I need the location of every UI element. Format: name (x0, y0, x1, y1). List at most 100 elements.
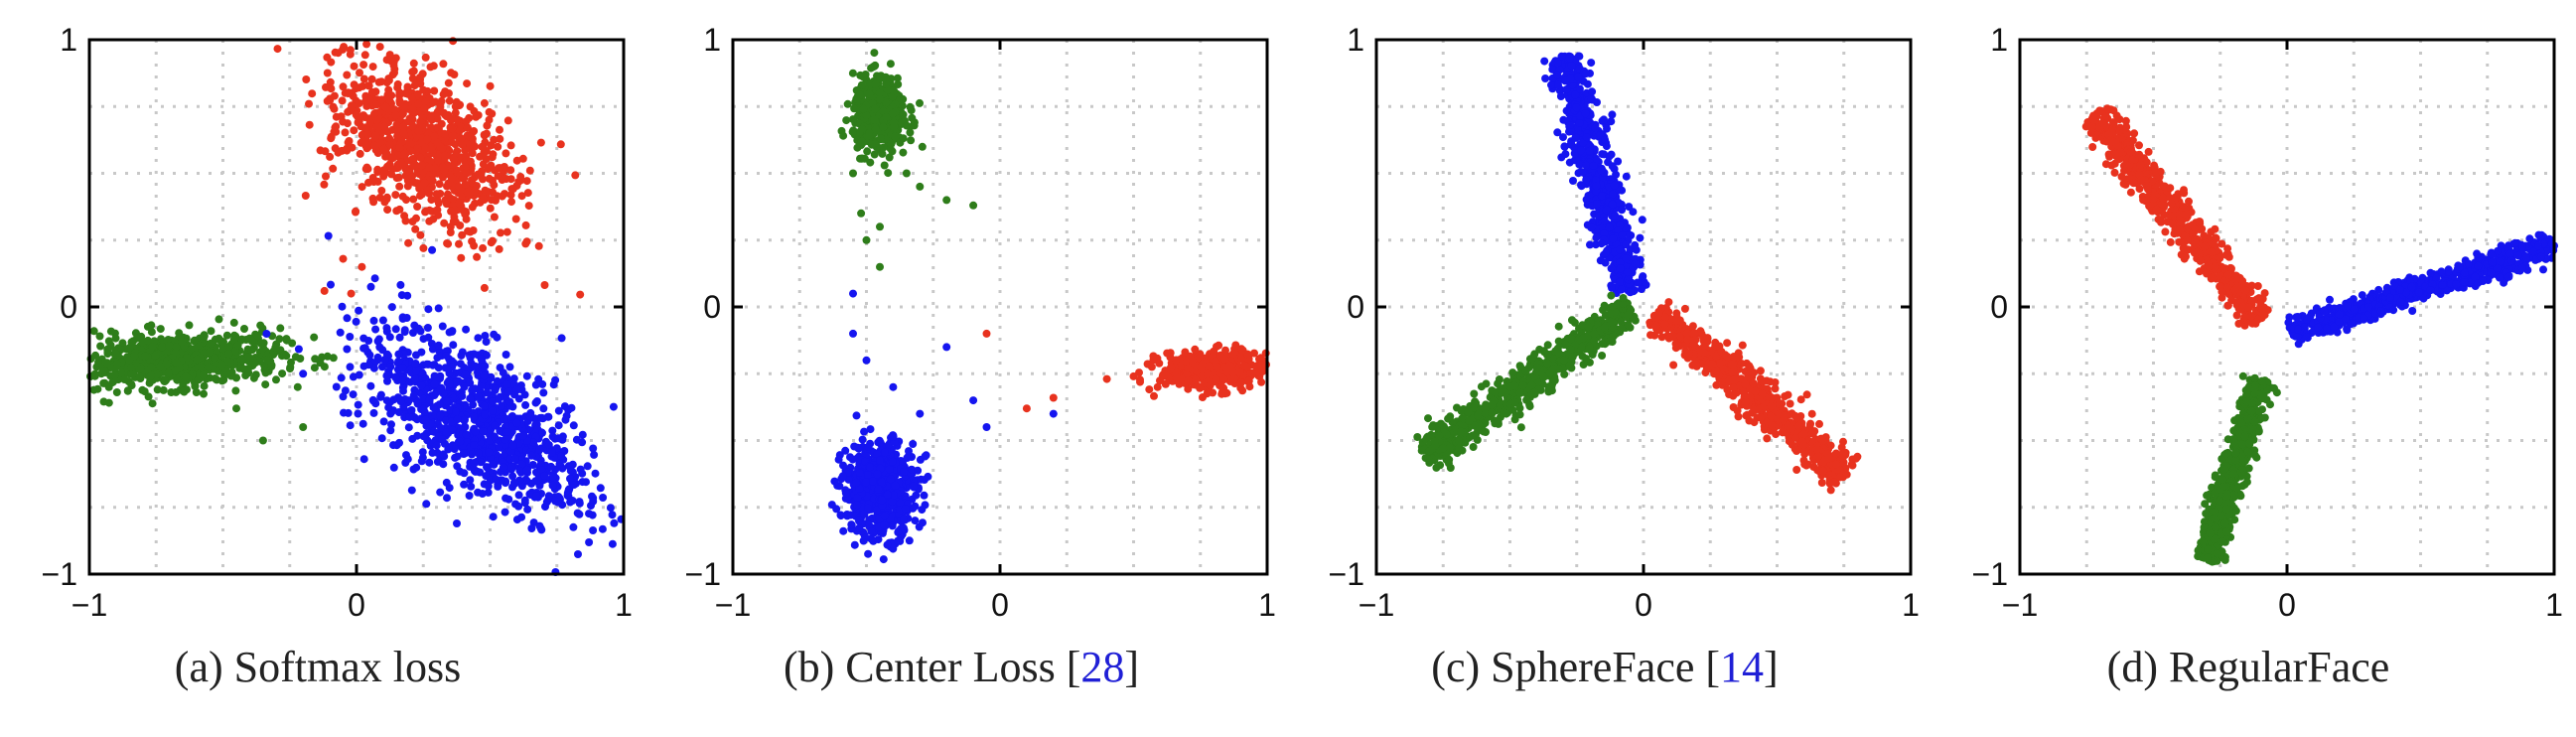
data-point-green (112, 388, 121, 396)
data-point-green (299, 423, 308, 431)
data-point-red (404, 238, 413, 247)
data-point-red (427, 123, 435, 132)
data-point-blue (469, 384, 478, 393)
data-point-red (435, 180, 444, 189)
data-point-red (323, 69, 332, 77)
data-point-blue (370, 274, 379, 283)
y-tick-label: 0 (703, 289, 721, 325)
data-point-red (487, 196, 496, 205)
data-point-red (462, 168, 471, 177)
data-point-green (893, 74, 902, 82)
data-point-green (876, 222, 884, 231)
data-point-blue (589, 444, 598, 453)
data-point-green (247, 346, 256, 355)
data-point-green (161, 376, 169, 385)
data-point-blue (1588, 87, 1597, 96)
data-point-blue (483, 388, 492, 397)
data-point-green (271, 343, 280, 352)
data-point-green (263, 356, 272, 365)
data-point-green (876, 95, 884, 104)
data-point-blue (861, 533, 870, 542)
data-point-red (525, 166, 534, 175)
data-point-green (906, 128, 915, 137)
data-point-blue (838, 472, 847, 481)
data-point-blue (389, 441, 397, 450)
data-point-red (523, 189, 532, 198)
data-point-blue (471, 362, 480, 370)
data-point-green (848, 127, 857, 136)
data-point-red (1182, 358, 1191, 366)
data-point-blue (862, 356, 871, 365)
data-point-blue (522, 371, 531, 380)
data-point-blue (491, 432, 499, 441)
data-point-green (235, 364, 244, 372)
data-point-green (156, 325, 165, 334)
data-point-blue (493, 333, 501, 342)
data-point-red (368, 63, 377, 72)
data-point-blue (599, 494, 608, 502)
data-point-red (485, 174, 494, 183)
data-point-blue (911, 516, 920, 525)
data-point-green (222, 331, 231, 340)
data-point-blue (448, 426, 457, 435)
data-point-green (849, 169, 857, 178)
data-point-green (224, 350, 233, 358)
data-point-blue (442, 397, 451, 405)
x-tick-label: 1 (1258, 587, 1276, 623)
data-point-blue (583, 462, 592, 471)
data-point-red (463, 123, 472, 132)
data-point-green (876, 134, 885, 143)
data-point-red (456, 100, 465, 109)
data-point-blue (394, 357, 403, 366)
data-point-blue (386, 426, 395, 435)
data-point-red (1049, 393, 1058, 402)
data-point-blue (1636, 233, 1645, 242)
data-point-red (420, 103, 429, 112)
data-point-blue (538, 379, 547, 388)
data-point-blue (523, 505, 532, 514)
data-point-red (458, 230, 467, 239)
citation-link[interactable]: 28 (1080, 643, 1125, 691)
data-point-green (888, 109, 897, 118)
data-point-blue (373, 337, 382, 346)
data-point-green (143, 322, 152, 331)
data-point-red (521, 239, 530, 248)
data-point-green (862, 111, 871, 119)
data-point-red (436, 102, 445, 111)
data-point-green (151, 351, 160, 360)
data-point-blue (469, 400, 478, 409)
data-point-red (1247, 369, 1256, 378)
data-point-blue (435, 400, 444, 409)
scatter-points (86, 37, 626, 576)
data-point-green (870, 104, 879, 113)
data-point-red (399, 128, 408, 137)
data-point-green (135, 372, 144, 381)
data-point-red (405, 138, 414, 147)
data-point-blue (1597, 192, 1606, 201)
data-point-green (110, 370, 119, 379)
data-point-blue (1569, 177, 1577, 185)
data-point-red (443, 239, 452, 247)
data-point-blue (491, 421, 500, 430)
data-point-green (272, 375, 280, 384)
data-point-green (104, 398, 113, 407)
data-point-red (496, 125, 503, 134)
data-point-red (433, 139, 442, 147)
data-point-red (273, 45, 282, 54)
data-point-blue (484, 482, 493, 491)
data-point-green (93, 384, 102, 393)
data-point-blue (510, 479, 519, 488)
data-point-red (1225, 362, 1234, 369)
data-point-blue (1638, 285, 1646, 293)
data-point-red (425, 217, 434, 225)
data-point-blue (384, 403, 393, 412)
data-point-blue (436, 385, 445, 394)
data-point-red (1236, 378, 1245, 387)
data-point-blue (407, 486, 416, 495)
data-point-blue (520, 390, 529, 399)
data-point-green (156, 363, 165, 371)
data-point-blue (1553, 58, 1562, 67)
data-point-blue (396, 397, 405, 405)
data-point-green (899, 148, 908, 157)
data-point-red (362, 140, 371, 149)
